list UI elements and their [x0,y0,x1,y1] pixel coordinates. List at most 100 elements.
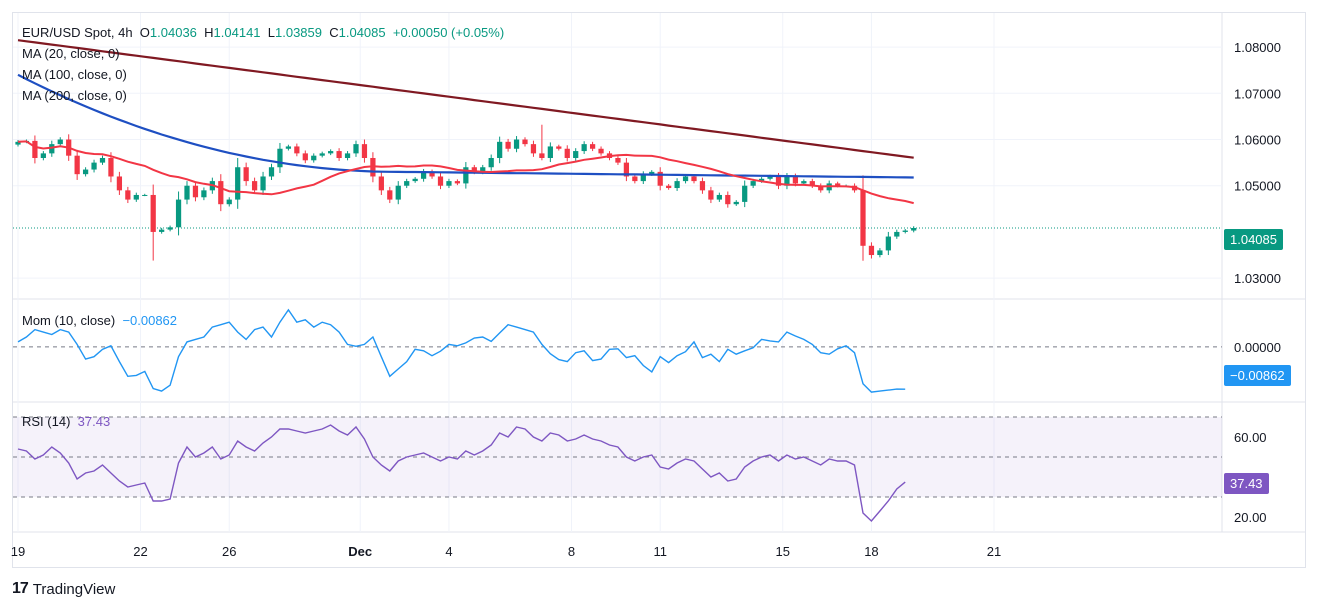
candle-body [99,157,106,163]
axes: 19 22 26 Dec 4 8 11 15 18 21 1.08000 1.07000 1.06000… [11,40,1281,559]
candle-body [767,176,773,179]
mom-legend-label: Mom (10, close) [22,313,116,328]
price-tick-label: 1.03000 [1234,271,1281,286]
ma100-line [17,73,914,179]
candle-body [353,144,359,154]
price-tick-label: 1.07000 [1234,86,1281,101]
time-tick-label: 26 [222,544,236,559]
candle-body [404,181,410,186]
candle-body [530,144,537,154]
price-tick-label: 1.05000 [1234,179,1281,194]
candle-body [911,228,917,231]
candle-body [175,199,182,228]
ma20-line [17,140,914,205]
candle-body [108,157,114,177]
rsi-tick-label: 20.00 [1234,510,1267,525]
candle-body [82,169,89,175]
candle-body [505,141,511,149]
candle-body [91,162,97,170]
candle-body [657,171,663,186]
candle-body [387,190,393,200]
mom-legend[interactable]: Mom (10, close) −0.00862 [22,313,177,328]
time-tick-label: 15 [775,544,789,559]
candle-body [437,176,444,186]
high-label: H [204,25,214,40]
candle-body [40,153,46,158]
candle-body [497,141,503,158]
change-value: +0.00050 (+0.05%) [392,25,505,40]
close-value: 1.04085 [338,25,386,40]
price-legend: EUR/USD Spot, 4h O1.04036 H1.04141 L1.03… [22,25,504,40]
rsi-value-tag: 37.43 [1224,473,1269,494]
candle-body [277,148,283,168]
candle-body [260,176,266,191]
candle-body [589,144,596,149]
candle-body [150,194,156,232]
rsi-legend[interactable]: RSI (14) 37.43 [22,414,110,429]
candle-body [243,167,249,182]
open-value: 1.04036 [149,25,197,40]
ma200-legend[interactable]: MA (200, close, 0) [22,88,127,103]
time-tick-label: 19 [11,544,25,559]
candle-body [547,146,553,158]
candle-body [285,146,292,149]
mom-value-tag: −0.00862 [1224,365,1291,386]
low-value: 1.03859 [275,25,322,40]
time-tick-label: 18 [864,544,878,559]
candle-body [894,231,900,237]
candle-body [699,181,706,191]
rsi-line [17,424,906,523]
brand[interactable]: 17 TradingView [12,580,115,598]
candle-body [361,144,368,158]
candle-body [691,176,697,182]
high-value: 1.04141 [213,25,261,40]
open-label: O [139,25,150,40]
candle-body [268,167,275,177]
candle-body [632,176,638,182]
candle-body [49,144,55,154]
low-label: L [267,25,275,40]
candle-body [885,236,891,251]
ma100-legend[interactable]: MA (100, close, 0) [22,67,127,82]
candle-body [32,140,38,158]
grid [13,13,1222,532]
ma20-legend[interactable]: MA (20, close, 0) [22,46,120,61]
candle-body [674,181,680,189]
candle-body [218,181,224,205]
time-tick-label: Dec [348,544,372,559]
candle-body [902,230,908,232]
tradingview-logo-icon: 17 [12,580,29,597]
time-tick-label: 22 [133,544,147,559]
candle-body [716,194,722,200]
candle-body [294,146,300,154]
candle-body [640,174,646,182]
price-tick-label: 1.06000 [1234,133,1281,148]
candle-body [573,151,579,158]
chart-frame [12,12,1306,568]
candle-body [184,185,190,200]
candle-body [336,151,342,158]
candle-body [480,167,486,172]
candle-body [775,176,782,186]
candle-body [463,167,469,184]
candle-body [235,167,241,200]
candle-body [344,153,351,158]
candle-body [581,144,587,152]
candle-body [708,190,714,200]
rsi-legend-label: RSI (14) [22,414,71,429]
candle-body [522,139,528,145]
candle-body [801,181,807,184]
candle-body [682,176,689,182]
candle-body [649,171,655,175]
brand-label: TradingView [32,580,116,598]
candles [15,124,917,261]
time-tick-label: 4 [445,544,452,559]
candle-body [758,178,765,182]
candle-body [835,183,841,186]
candle-body [488,157,494,168]
momentum-pane [13,308,1222,393]
time-tick-label: 8 [568,544,575,559]
candle-body [167,227,173,230]
candle-body [57,139,63,145]
